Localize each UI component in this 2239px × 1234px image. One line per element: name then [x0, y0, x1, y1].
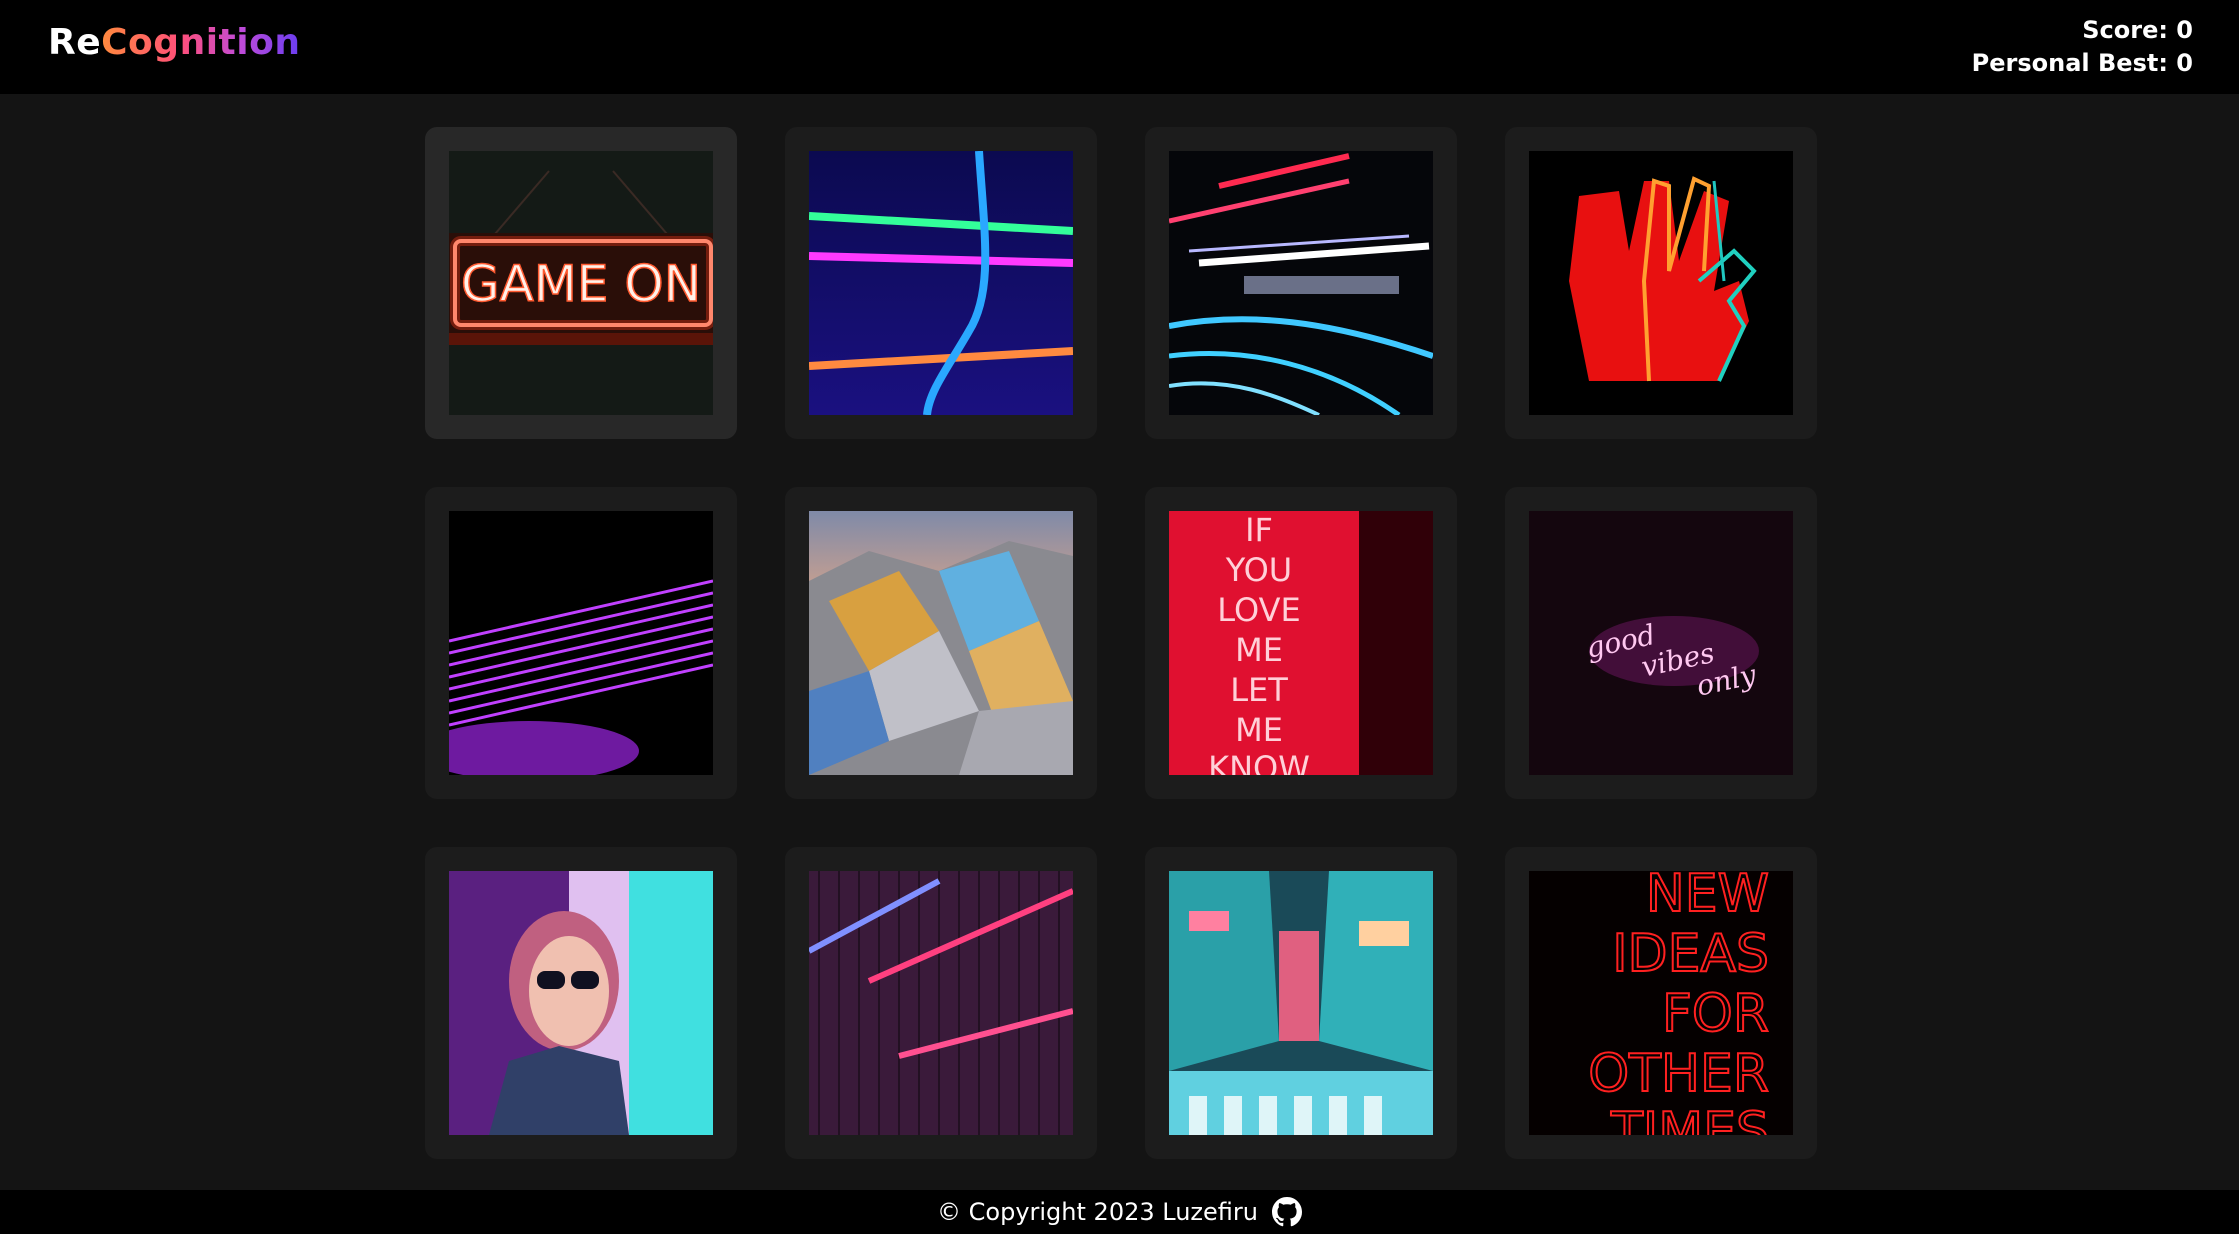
memory-card-8[interactable]: good vibes only [1505, 487, 1817, 799]
card-image-good-vibes: good vibes only [1529, 511, 1793, 775]
svg-text:OTHER: OTHER [1588, 1044, 1769, 1104]
memory-card-2[interactable] [785, 127, 1097, 439]
card-image-new-ideas: NEW IDEAS FOR OTHER TIMES [1529, 871, 1793, 1135]
svg-text:YOU: YOU [1225, 551, 1292, 589]
card-image-neon-street [1169, 871, 1433, 1135]
memory-card-4[interactable] [1505, 127, 1817, 439]
svg-text:ME: ME [1235, 711, 1283, 749]
app-header: ReCognition Score: 0 Personal Best: 0 [0, 0, 2239, 94]
app-logo: ReCognition [48, 22, 300, 63]
memory-card-1[interactable]: GAME ON [425, 127, 737, 439]
score-panel: Score: 0 Personal Best: 0 [1972, 14, 2193, 80]
card-image-pink-blue-neon [809, 871, 1073, 1135]
memory-card-12[interactable]: NEW IDEAS FOR OTHER TIMES [1505, 847, 1817, 1159]
svg-text:NEW: NEW [1646, 871, 1769, 924]
memory-card-11[interactable] [1145, 847, 1457, 1159]
memory-card-10[interactable] [785, 847, 1097, 1159]
svg-text:ME: ME [1235, 631, 1283, 669]
github-icon[interactable] [1271, 1197, 1302, 1227]
svg-text:IF: IF [1245, 511, 1273, 549]
score-label: Score: 0 [2082, 16, 2193, 44]
svg-text:LOVE: LOVE [1217, 591, 1300, 629]
memory-card-7[interactable]: IF YOU LOVE ME LET ME KNOW [1145, 487, 1457, 799]
copyright-text: © Copyright 2023 Luzefiru [937, 1198, 1258, 1226]
memory-card-3[interactable] [1145, 127, 1457, 439]
card-image-woman-neon [449, 871, 713, 1135]
personal-best-label: Personal Best: 0 [1971, 49, 2193, 77]
card-image-game-on: GAME ON [449, 151, 713, 415]
card-image-if-you-love-me: IF YOU LOVE ME LET ME KNOW [1169, 511, 1433, 775]
card-grid: GAME ON [0, 94, 2239, 1190]
card-image-purple-streaks [449, 511, 713, 775]
svg-text:FOR: FOR [1662, 984, 1769, 1044]
logo-suffix: Cognition [101, 22, 301, 63]
svg-text:TIMES: TIMES [1610, 1102, 1769, 1135]
svg-text:GAME ON: GAME ON [461, 255, 701, 313]
memory-card-5[interactable] [425, 487, 737, 799]
card-image-neon-tubes [809, 151, 1073, 415]
card-image-foil [809, 511, 1073, 775]
svg-text:KNOW: KNOW [1208, 749, 1310, 775]
app-footer: © Copyright 2023 Luzefiru [0, 1190, 2239, 1234]
card-image-light-trails [1169, 151, 1433, 415]
memory-card-9[interactable] [425, 847, 737, 1159]
logo-prefix: Re [48, 22, 102, 63]
svg-text:IDEAS: IDEAS [1612, 924, 1769, 984]
memory-card-6[interactable] [785, 487, 1097, 799]
svg-text:LET: LET [1230, 671, 1288, 709]
card-image-neon-hand [1529, 151, 1793, 415]
